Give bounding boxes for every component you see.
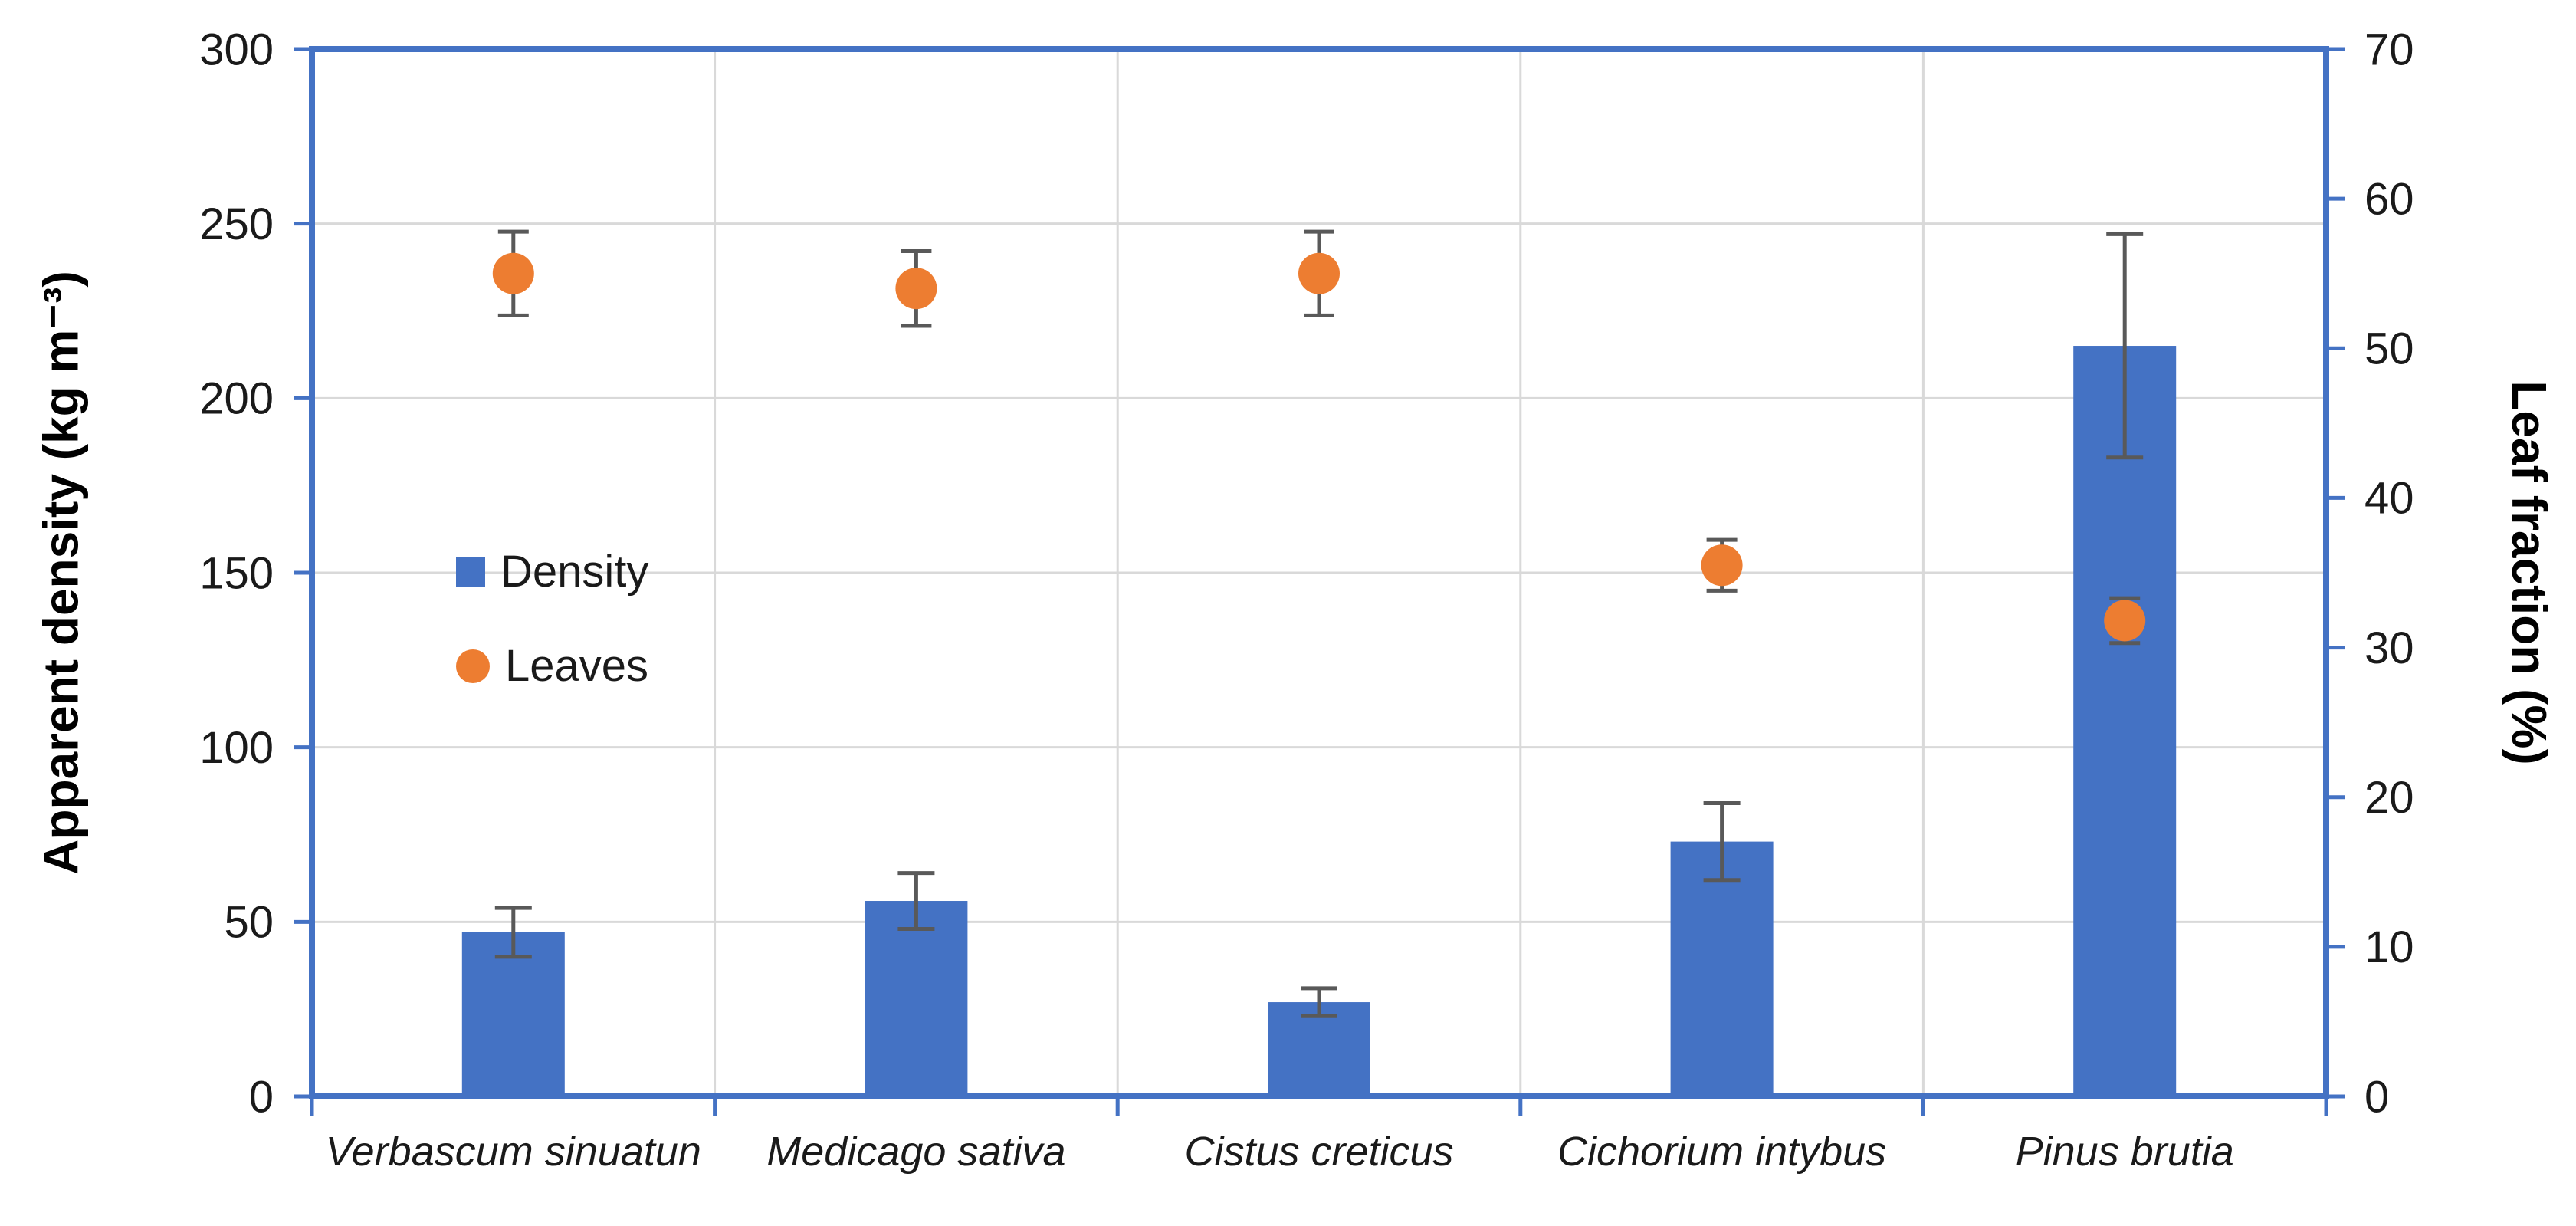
legend-label-density: Density: [500, 547, 649, 597]
bar-1: [865, 901, 968, 1096]
marker-0: [492, 252, 534, 294]
leaves-swatch-icon: [456, 649, 490, 683]
left-tick-label: 50: [224, 898, 274, 948]
bar-3: [1670, 841, 1774, 1096]
marker-4: [2104, 600, 2146, 642]
legend: Density Leaves: [456, 546, 648, 692]
plot-frame: [309, 46, 2329, 1099]
right-tick-label: 40: [2364, 474, 2414, 524]
legend-label-leaves: Leaves: [505, 641, 649, 691]
right-tick-label: 0: [2364, 1072, 2389, 1122]
category-label: Medicago sativa: [766, 1129, 1065, 1175]
left-axis-title: Apparent density (kg m⁻³): [33, 271, 89, 875]
right-tick-label: 70: [2364, 25, 2414, 74]
bar-0: [461, 932, 565, 1096]
left-tick-label: 200: [199, 374, 274, 424]
marker-1: [895, 268, 937, 310]
right-tick-label: 10: [2364, 922, 2414, 972]
left-tick-label: 300: [199, 25, 274, 74]
left-tick-label: 150: [199, 548, 274, 598]
marker-2: [1298, 252, 1340, 294]
right-tick-label: 50: [2364, 324, 2414, 374]
legend-item-density: Density: [456, 546, 648, 597]
bar-4: [2073, 346, 2177, 1096]
right-tick-label: 60: [2364, 174, 2414, 224]
right-tick-label: 30: [2364, 623, 2414, 673]
left-tick-label: 250: [199, 199, 274, 249]
left-tick-label: 100: [199, 723, 274, 773]
category-label: Cichorium intybus: [1557, 1129, 1886, 1175]
left-tick-label: 0: [249, 1072, 274, 1122]
right-tick-label: 20: [2364, 773, 2414, 823]
legend-item-leaves: Leaves: [456, 640, 648, 692]
density-swatch-icon: [456, 557, 485, 587]
category-label: Cistus creticus: [1184, 1129, 1453, 1175]
category-label: Verbascum sinuatun: [326, 1129, 701, 1175]
category-label: Pinus brutia: [2016, 1129, 2234, 1175]
marker-3: [1701, 544, 1743, 587]
right-axis-title: Leaf fraction (%): [2502, 380, 2557, 765]
